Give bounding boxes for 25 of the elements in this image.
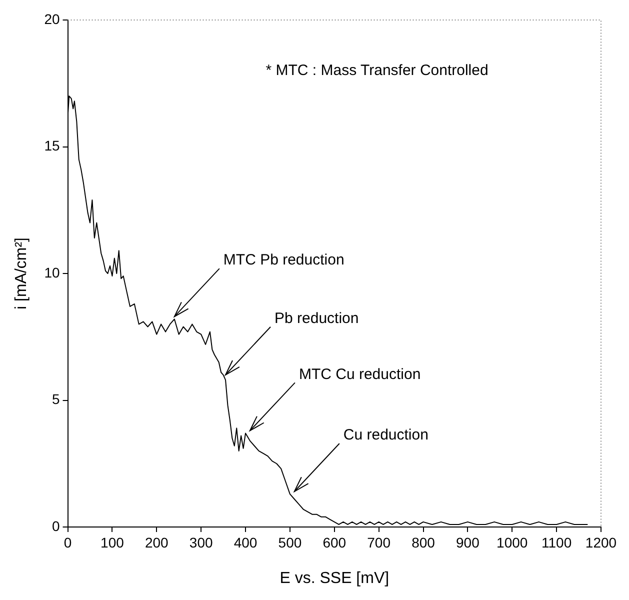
x-tick-label: 100 <box>100 534 124 550</box>
annotation: Pb reduction <box>274 310 359 328</box>
x-tick-label: 1200 <box>585 534 617 550</box>
y-axis-title: i [mA/cm²] <box>13 238 30 310</box>
y-tick-label: 20 <box>44 10 60 27</box>
x-tick-label: 500 <box>278 534 302 550</box>
y-tick-label: 10 <box>44 264 60 280</box>
x-tick-label: 200 <box>144 534 169 550</box>
annotation: MTC Pb reduction <box>223 252 344 269</box>
y-tick-label: 15 <box>44 138 60 154</box>
annotation: Cu reduction <box>343 426 428 444</box>
y-tick-label: 0 <box>52 518 60 534</box>
x-tick-label: 700 <box>367 534 391 550</box>
annotation: * MTC : Mass Transfer Controlled <box>266 62 488 79</box>
x-tick-label: 1000 <box>496 534 528 550</box>
x-tick-label: 1100 <box>542 534 572 550</box>
x-tick-label: 400 <box>234 534 258 550</box>
x-tick-label: 300 <box>189 534 213 550</box>
x-tick-label: 600 <box>322 534 346 550</box>
x-tick-label: 900 <box>456 534 480 550</box>
x-axis-title: E vs. SSE [mV] <box>280 570 390 587</box>
annotation: MTC Cu reduction <box>298 366 421 383</box>
x-tick-label: 800 <box>412 534 436 550</box>
y-tick-label: 5 <box>52 391 60 408</box>
x-tick-label: 0 <box>64 534 72 550</box>
